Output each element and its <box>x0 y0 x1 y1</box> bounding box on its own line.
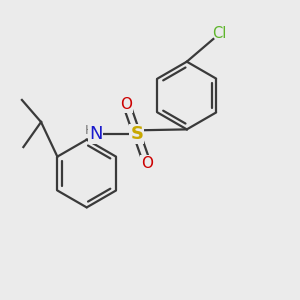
Text: H: H <box>84 124 94 137</box>
Text: Cl: Cl <box>212 26 226 41</box>
Text: O: O <box>120 97 132 112</box>
Text: S: S <box>130 125 143 143</box>
Text: N: N <box>89 125 102 143</box>
Text: O: O <box>141 156 153 171</box>
